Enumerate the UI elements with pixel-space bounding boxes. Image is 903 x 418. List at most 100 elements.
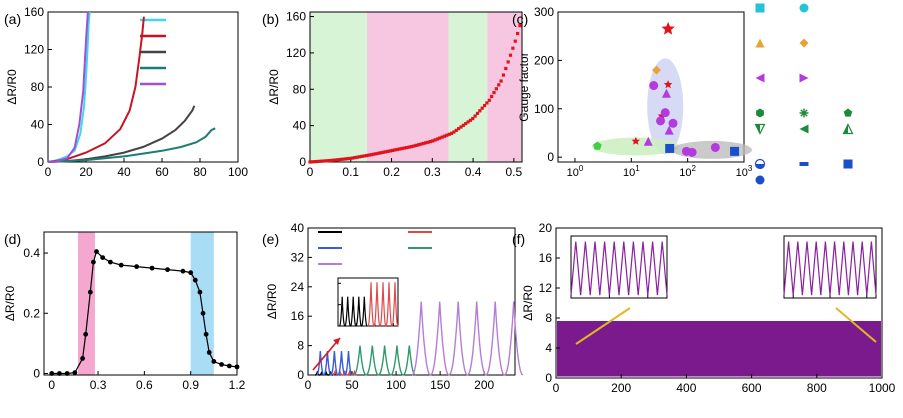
data-point xyxy=(188,270,194,276)
y-axis-label: ΔR/R0 xyxy=(521,285,535,321)
y-tick-label: 0 xyxy=(547,150,554,164)
legend-marker xyxy=(799,73,809,83)
x-tick-label: 0 xyxy=(305,378,312,392)
y-tick-label: 80 xyxy=(293,82,307,96)
data-point xyxy=(497,83,501,87)
x-tick-label: 200 xyxy=(474,378,494,392)
data-point xyxy=(211,359,217,364)
data-point xyxy=(87,289,93,295)
data-point xyxy=(197,289,203,295)
data-point xyxy=(219,362,224,367)
y-tick-label: 16 xyxy=(291,309,305,323)
y-tick-label: 120 xyxy=(286,46,306,60)
x-tick-label: 0 xyxy=(48,378,55,392)
chart-b: 0 0.1 0.2 0.3 0.4 0.5 0 40 80 120 160 ΔR/R0 xyxy=(267,10,523,179)
x-tick-label: 0 xyxy=(553,381,560,395)
x-tick-label: 20 xyxy=(79,165,93,179)
inset-pointer xyxy=(835,307,877,343)
marker-fill xyxy=(755,124,760,134)
y-tick-label: 120 xyxy=(24,43,44,57)
data-point xyxy=(91,259,96,265)
data-point xyxy=(206,350,212,355)
data-point xyxy=(494,87,498,91)
data-point xyxy=(438,136,442,140)
inset-pointer xyxy=(575,307,631,345)
data-point xyxy=(631,136,640,145)
data-point xyxy=(355,155,359,159)
y-tick-label: 300 xyxy=(534,5,554,19)
data-point xyxy=(367,153,371,157)
rise-region xyxy=(77,232,95,375)
x-tick-label: 100 xyxy=(228,165,248,179)
x-tick-label: 0 xyxy=(45,165,52,179)
panel-label: (b) xyxy=(262,11,279,27)
data-point xyxy=(466,120,470,124)
data-point xyxy=(64,371,70,376)
data-point xyxy=(383,150,388,154)
x-tick-label: 100 xyxy=(567,164,584,179)
data-point xyxy=(329,158,333,163)
data-point xyxy=(414,143,418,148)
data-point xyxy=(327,159,331,163)
y-tick-label: 40 xyxy=(291,221,305,235)
data-point xyxy=(308,160,312,164)
data-point xyxy=(365,153,369,158)
y-tick-label: 20 xyxy=(539,221,553,235)
data-point xyxy=(324,159,329,163)
legend-marker xyxy=(799,3,809,13)
data-point xyxy=(192,277,198,283)
x-tick-label: 200 xyxy=(611,381,631,395)
x-tick-label: 40 xyxy=(117,165,131,179)
data-point xyxy=(516,31,520,36)
legend-marker xyxy=(799,162,809,166)
data-point xyxy=(473,114,477,118)
y-tick-label: 80 xyxy=(31,80,45,94)
data-point xyxy=(369,153,373,157)
data-point xyxy=(49,371,55,376)
y-tick-label: 160 xyxy=(286,10,306,24)
data-point xyxy=(350,156,355,160)
data-point xyxy=(664,125,674,135)
series-line xyxy=(353,345,416,376)
highlight-star xyxy=(661,21,675,35)
data-point xyxy=(433,138,437,142)
legend-marker xyxy=(799,108,809,118)
x-tick-label: 400 xyxy=(676,381,696,395)
legend-marker xyxy=(755,3,765,13)
data-point xyxy=(442,134,447,138)
inset-series-5pct xyxy=(367,282,399,328)
data-point xyxy=(459,125,463,129)
data-point xyxy=(499,79,503,83)
x-tick-label: 1000 xyxy=(869,381,896,395)
data-point xyxy=(660,108,670,118)
inset-arrow xyxy=(312,337,341,371)
data-point xyxy=(445,133,449,137)
data-point xyxy=(416,143,421,147)
plot-frame xyxy=(309,11,523,163)
data-point xyxy=(593,141,602,150)
y-tick-label: 4 xyxy=(545,341,552,355)
plot-frame xyxy=(555,227,883,379)
x-tick-label: 0.6 xyxy=(136,378,153,392)
y-axis-label: ΔR/R0 xyxy=(267,69,281,105)
shaded-region xyxy=(367,12,449,162)
inset-wave xyxy=(570,241,668,296)
data-point xyxy=(357,155,362,159)
chart-f: 0 200 400 600 800 1000 0 4 8 12 16 20 ΔR/R0 xyxy=(521,221,896,395)
data-point xyxy=(348,156,352,161)
data-point xyxy=(315,159,319,164)
data-point xyxy=(362,154,366,158)
series-line xyxy=(47,127,216,163)
y-tick-label: 32 xyxy=(291,250,305,264)
y-tick-label: 160 xyxy=(24,5,44,19)
panel-label: (f) xyxy=(512,231,525,247)
data-point xyxy=(374,152,378,156)
data-point xyxy=(149,265,155,271)
data-point xyxy=(490,94,494,99)
x-tick-label: 0.9 xyxy=(182,378,199,392)
data-point xyxy=(80,356,85,361)
data-point xyxy=(226,363,232,369)
y-tick-label: 100 xyxy=(534,102,554,116)
shaded-region xyxy=(448,12,488,162)
